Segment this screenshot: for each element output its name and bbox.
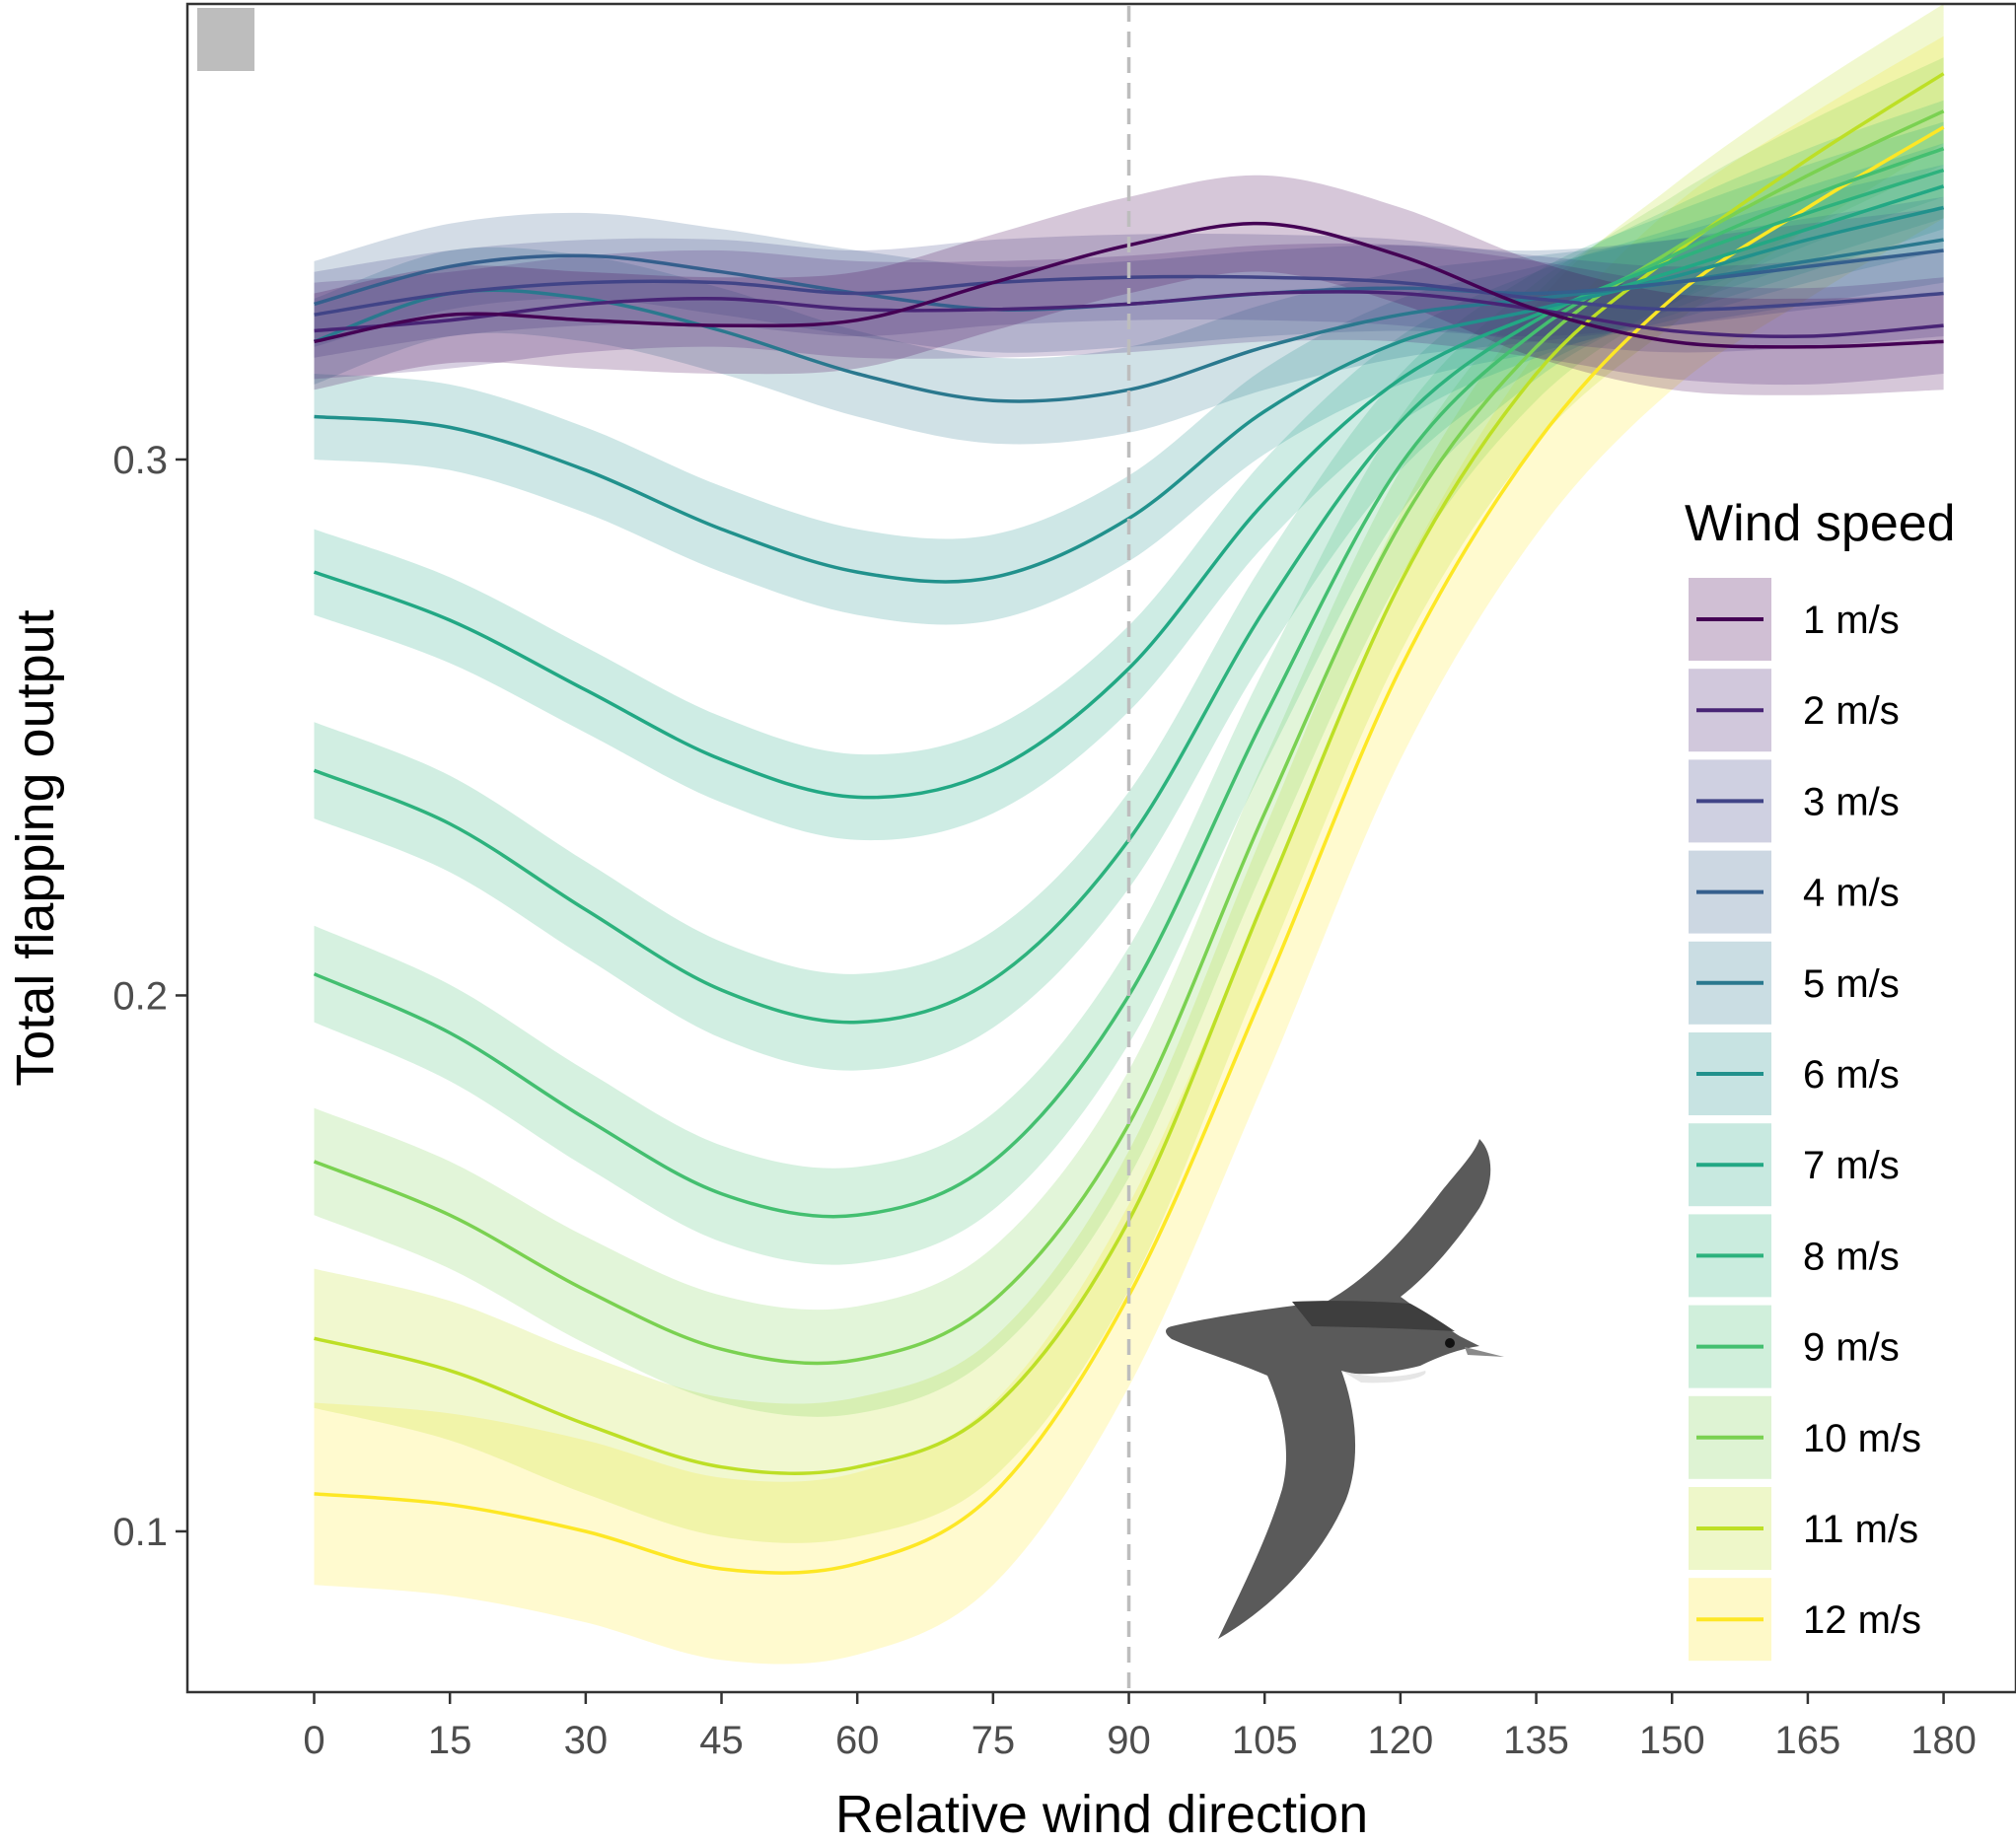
legend-label: 1 m/s — [1803, 599, 1900, 642]
series-line-10 — [313, 109, 1945, 1366]
series-line-8 — [313, 168, 1945, 1025]
legend: Wind speed 1 m/s 2 m/s 3 m/s 4 m/s 5 m/s 6 m/… — [1685, 495, 1956, 1662]
ci-band-7 — [314, 143, 1944, 841]
plot-panel-border — [185, 2, 2016, 1694]
ci-band-1 — [314, 175, 1944, 395]
y-axis-title: Total flapping output — [6, 609, 65, 1086]
seabird-silhouette-icon — [1166, 1139, 1504, 1639]
series-line-6 — [314, 205, 1945, 584]
legend-label: 2 m/s — [1803, 689, 1900, 733]
ci-band-6 — [314, 165, 1944, 625]
legend-title: Wind speed — [1685, 495, 1956, 552]
x-tick-label: 150 — [1639, 1719, 1705, 1762]
x-axis: 0 15 30 45 60 75 90 105 120 135 150 165 180 — [303, 1692, 1977, 1762]
ci-band-11 — [314, 4, 1944, 1543]
x-tick-label: 0 — [303, 1719, 324, 1762]
legend-label: 10 m/s — [1803, 1417, 1921, 1460]
series-line-2 — [314, 290, 1944, 338]
y-tick-label: 0.3 — [112, 439, 168, 482]
x-tick-label: 75 — [972, 1719, 1016, 1762]
legend-label: 3 m/s — [1803, 780, 1900, 823]
x-tick-label: 15 — [428, 1719, 472, 1762]
ci-band-8 — [314, 121, 1944, 1071]
legend-label: 5 m/s — [1803, 962, 1900, 1006]
legend-label: 12 m/s — [1803, 1598, 1921, 1642]
y-axis: 0.1 0.2 0.3 — [112, 439, 187, 1554]
series-line-12 — [314, 125, 1945, 1575]
legend-label: 7 m/s — [1803, 1144, 1900, 1187]
x-axis-title: Relative wind direction — [835, 1785, 1368, 1844]
y-tick-label: 0.1 — [112, 1511, 168, 1554]
x-tick-label: 90 — [1107, 1719, 1151, 1762]
legend-label: 9 m/s — [1803, 1326, 1900, 1370]
ci-band-10 — [314, 57, 1944, 1417]
legend-items: 1 m/s 2 m/s 3 m/s 4 m/s 5 m/s 6 m/s 7 m/s 8 m/s… — [1689, 578, 1921, 1662]
ci-band-5 — [314, 196, 1944, 445]
legend-label: 8 m/s — [1803, 1235, 1900, 1278]
legend-label: 6 m/s — [1803, 1053, 1900, 1097]
series-lines — [313, 72, 1945, 1575]
series-line-9 — [313, 147, 1945, 1219]
series-line-7 — [313, 184, 1945, 800]
x-tick-label: 165 — [1775, 1719, 1841, 1762]
x-tick-label: 135 — [1503, 1719, 1569, 1762]
x-tick-label: 45 — [699, 1719, 744, 1762]
x-tick-label: 120 — [1368, 1719, 1434, 1762]
legend-label: 11 m/s — [1803, 1508, 1918, 1551]
legend-label: 4 m/s — [1803, 872, 1900, 915]
y-tick-label: 0.2 — [112, 974, 168, 1018]
x-tick-label: 60 — [835, 1719, 880, 1762]
corner-tag — [197, 8, 254, 71]
x-tick-label: 180 — [1910, 1719, 1977, 1762]
x-tick-label: 105 — [1232, 1719, 1298, 1762]
x-tick-label: 30 — [564, 1719, 609, 1762]
